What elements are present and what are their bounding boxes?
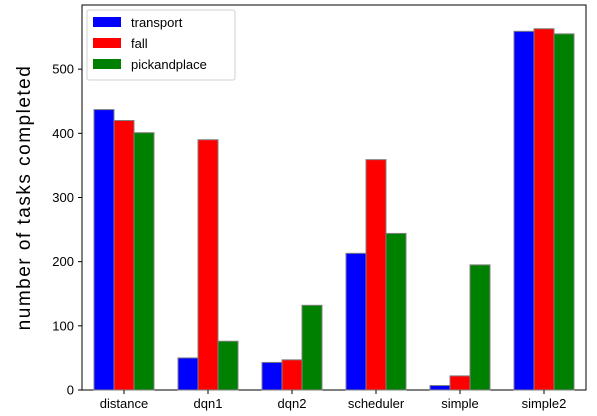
x-tick-label: simple <box>441 396 479 411</box>
y-tick-label: 200 <box>52 254 74 269</box>
bar-fall-distance <box>113 120 135 391</box>
bar-pickandplace-dqn1 <box>217 340 239 391</box>
legend-swatch-transport <box>93 17 121 27</box>
y-tick-label: 500 <box>52 62 74 77</box>
bars-group <box>93 28 575 391</box>
bar-transport-distance <box>93 109 115 391</box>
y-axis-label: number of tasks completed <box>14 65 35 331</box>
bar-pickandplace-distance <box>133 132 155 391</box>
y-tick-label: 0 <box>67 383 74 398</box>
legend-box <box>86 9 236 81</box>
x-tick-label: dqn1 <box>194 396 223 411</box>
bar-fall-dqn2 <box>281 359 303 391</box>
bar-transport-simple2 <box>513 30 535 391</box>
legend: transport fall pickandplace <box>86 9 236 81</box>
x-tick-label: scheduler <box>348 396 405 411</box>
bar-fall-simple2 <box>533 28 555 391</box>
bar-pickandplace-scheduler <box>385 232 407 391</box>
legend-swatch-fall <box>93 38 121 48</box>
bar-transport-dqn2 <box>261 361 283 391</box>
bar-pickandplace-simple <box>469 264 491 391</box>
y-tick-label: 100 <box>52 318 74 333</box>
x-tick-label: simple2 <box>522 396 567 411</box>
bar-transport-dqn1 <box>177 357 199 391</box>
y-axis: 0 100 200 300 400 500 <box>52 62 82 398</box>
legend-swatch-pickandplace <box>93 59 121 69</box>
bar-fall-scheduler <box>365 159 387 391</box>
bar-pickandplace-dqn2 <box>301 304 323 391</box>
legend-label-transport: transport <box>131 15 183 30</box>
y-tick-label: 300 <box>52 190 74 205</box>
bar-transport-scheduler <box>345 252 367 391</box>
x-axis: distance dqn1 dqn2 scheduler simple simple2 <box>100 390 567 411</box>
y-tick-label: 400 <box>52 126 74 141</box>
bar-fall-simple <box>449 375 471 391</box>
bar-fall-dqn1 <box>197 139 219 391</box>
bar-transport-simple <box>429 385 451 391</box>
x-tick-label: distance <box>100 396 148 411</box>
bar-pickandplace-simple2 <box>553 33 575 391</box>
x-tick-label: dqn2 <box>278 396 307 411</box>
legend-label-pickandplace: pickandplace <box>131 57 207 72</box>
legend-label-fall: fall <box>131 36 148 51</box>
